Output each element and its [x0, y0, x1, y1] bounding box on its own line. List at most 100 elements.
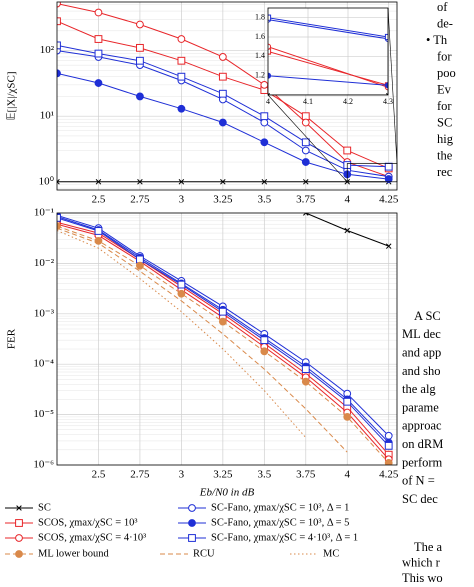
marker: [177, 35, 186, 43]
marker: [136, 261, 144, 270]
x-tick-label: 3.5: [257, 194, 271, 206]
column-text: Ev: [437, 82, 452, 96]
y-tick-label: 10⁻⁴: [33, 358, 54, 370]
marker: [218, 317, 227, 326]
x-tick-label: 3.25: [213, 469, 233, 481]
legend-label: MC: [323, 548, 339, 559]
column-text: the: [437, 148, 453, 162]
series-line: [268, 75, 388, 86]
marker: [303, 213, 309, 216]
marker: [177, 280, 186, 289]
legend-label: RCU: [193, 548, 215, 559]
marker: [57, 41, 61, 50]
marker: [136, 92, 144, 101]
y-axis-label: FER: [6, 328, 18, 349]
marker: [344, 227, 350, 234]
marker: [384, 431, 393, 440]
column-text: • Th: [426, 33, 448, 47]
axes-frame: [56, 212, 398, 466]
marker: [260, 80, 269, 89]
marker: [177, 72, 186, 81]
marker: [57, 69, 61, 78]
column-text: of N =: [402, 474, 435, 488]
x-axis-label: Eb/N0 in dB: [199, 487, 255, 499]
marker: [301, 158, 310, 166]
column-text: SC dec: [402, 492, 438, 506]
y-tick-label: 1.2: [255, 70, 265, 79]
marker: [57, 2, 61, 8]
x-tick-label: 3.75: [296, 469, 316, 481]
y-tick-label: 10⁻⁶: [33, 459, 54, 471]
marker: [260, 138, 269, 147]
marker: [57, 17, 61, 26]
marker: [218, 89, 227, 98]
marker: [268, 72, 272, 79]
zoom-box: [346, 163, 398, 183]
marker: [386, 93, 388, 95]
marker: [301, 138, 310, 147]
marker: [57, 179, 60, 185]
marker: [57, 213, 61, 222]
y-tick-label: 1.4: [255, 51, 265, 60]
x-tick-label: 4.3: [383, 97, 393, 106]
series-line: [57, 230, 307, 438]
y-tick-label: 1.6: [255, 32, 265, 41]
axes-frame: [267, 7, 389, 96]
column-text: and sho: [402, 364, 441, 378]
column-text: A SC: [414, 309, 441, 323]
legend-label: ML lower bound: [38, 548, 110, 559]
x-tick-label: 3.25: [213, 194, 233, 206]
axes-frame: [56, 1, 398, 191]
legend-marker: [15, 534, 23, 542]
x-tick-label: 2.5: [92, 469, 106, 481]
y-tick-label: 1.8: [255, 12, 265, 21]
marker: [218, 72, 227, 81]
x-tick-label: 4: [344, 469, 350, 481]
marker: [301, 377, 310, 386]
legend-marker: [188, 504, 196, 512]
marker: [218, 118, 227, 127]
marker: [301, 118, 310, 127]
marker: [260, 118, 269, 127]
marker: [218, 307, 227, 316]
marker: [260, 347, 269, 356]
marker: [94, 8, 103, 17]
y-tick-label: 10⁻¹: [34, 207, 54, 219]
column-text: rec: [437, 165, 453, 179]
marker: [268, 43, 272, 50]
marker: [137, 179, 143, 185]
marker: [384, 175, 393, 183]
marker: [384, 459, 393, 465]
column-text: SC: [437, 115, 452, 129]
marker: [343, 397, 352, 406]
column-text: perform: [402, 455, 443, 469]
column-text: This wo: [402, 571, 443, 585]
legend-marker: [188, 519, 196, 527]
x-tick-label: 4.1: [303, 97, 313, 106]
marker: [301, 365, 310, 373]
column-text: the alg: [402, 382, 436, 396]
marker: [136, 255, 144, 264]
column-text: for: [437, 99, 452, 113]
column-text: hig: [437, 132, 454, 146]
marker: [177, 104, 186, 113]
y-tick-label: 10¹: [40, 110, 54, 122]
x-tick-label: 4.2: [343, 97, 353, 106]
legend-label: SC-Fano, χmax/χSC = 10³, Δ = 5: [211, 517, 349, 528]
legend-label: SCOS, χmax/χSC = 10³: [38, 517, 138, 528]
series-line: [268, 17, 388, 38]
marker: [57, 222, 61, 230]
marker: [136, 43, 144, 52]
marker: [218, 53, 227, 61]
x-tick-label: 2.75: [130, 194, 150, 206]
column-text: ML dec: [402, 327, 441, 341]
series-line: [57, 227, 348, 453]
marker: [268, 14, 272, 21]
series-line: [268, 46, 388, 88]
column-text: for: [437, 49, 452, 63]
marker: [301, 112, 310, 121]
column-text: which r: [402, 555, 441, 569]
legend-label: SCOS, χmax/χSC = 4·10³: [38, 532, 146, 543]
legend-marker: [16, 505, 22, 511]
